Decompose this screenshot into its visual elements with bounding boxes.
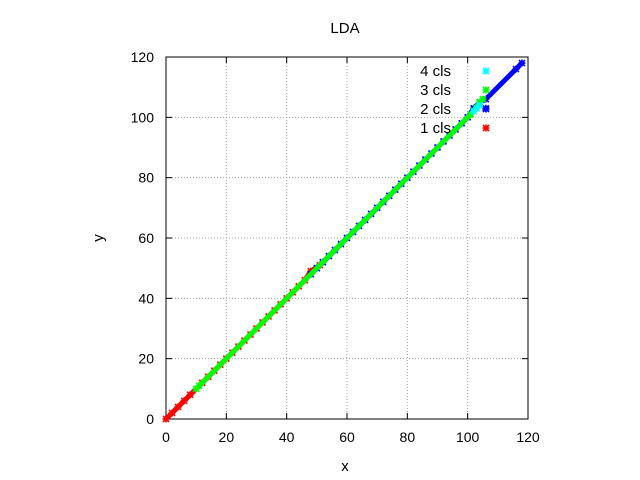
- chart-title: LDA: [330, 20, 359, 37]
- x-tick-label: 100: [456, 429, 480, 445]
- y-tick-label: 80: [138, 170, 154, 186]
- y-tick-label: 20: [138, 351, 154, 367]
- legend-marker-4-cls: [482, 67, 490, 75]
- legend-label-2-cls: 2 cls: [420, 101, 451, 118]
- point-4-cls: [473, 104, 481, 112]
- point-4-cls: [476, 101, 484, 109]
- legend: 4 cls 3 cls 2 cls 1 cls: [420, 63, 490, 137]
- y-tick-label: 120: [131, 49, 155, 65]
- x-tick-label: 0: [162, 429, 170, 445]
- x-tick-label: 60: [339, 429, 355, 445]
- x-tick-label: 120: [516, 429, 540, 445]
- x-tick-label: 80: [400, 429, 416, 445]
- legend-label-3-cls: 3 cls: [420, 82, 451, 99]
- legend-label-1-cls: 1 cls: [420, 120, 451, 137]
- legend-marker-3-cls: [482, 86, 490, 94]
- y-axis-label: y: [90, 234, 107, 242]
- legend-marker-2-cls: [482, 105, 490, 113]
- x-tick-label: 20: [219, 429, 235, 445]
- y-tick-label: 40: [138, 290, 154, 306]
- point-band-3-cls: [193, 96, 486, 392]
- data-points: [162, 59, 526, 423]
- x-axis-ticks: 0 20 40 60 80 100 120: [162, 57, 540, 445]
- legend-marker-1-cls: [482, 124, 490, 132]
- y-tick-label: 100: [131, 109, 155, 125]
- point-4-cls: [470, 107, 478, 115]
- x-axis-label: x: [341, 458, 349, 475]
- y-tick-label: 60: [138, 230, 154, 246]
- y-tick-label: 0: [146, 411, 154, 427]
- y-axis-ticks: 0 20 40 60 80 100 120: [131, 49, 528, 427]
- legend-label-4-cls: 4 cls: [420, 63, 451, 80]
- x-tick-label: 40: [279, 429, 295, 445]
